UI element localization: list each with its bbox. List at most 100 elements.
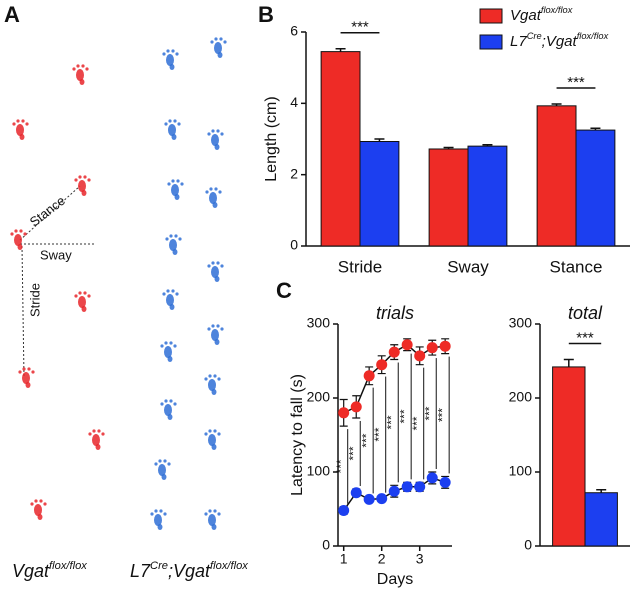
footprint [204, 377, 208, 381]
footprint [174, 234, 178, 238]
error-bar [551, 103, 562, 106]
y-tick-label: 0 [322, 537, 330, 553]
footprint [154, 462, 158, 466]
footprint [171, 49, 175, 53]
y-tick-label: 300 [509, 315, 533, 331]
footprint [81, 190, 87, 196]
footprint [87, 294, 91, 298]
footprint [79, 79, 85, 85]
footprint [219, 37, 223, 41]
footprint [12, 122, 16, 126]
point [439, 476, 451, 488]
label: L7Cre;Vgatflox/flox [510, 31, 609, 50]
error-bar [335, 48, 346, 52]
footprint [216, 129, 220, 133]
footprint [204, 512, 208, 516]
superscript: Cre [150, 560, 168, 572]
x-tick-label: 1 [340, 551, 348, 567]
bar [428, 148, 469, 247]
error-bar [374, 138, 385, 142]
bar [584, 492, 618, 547]
significance-label: *** [422, 406, 436, 420]
footprint [208, 514, 216, 526]
footprint [176, 179, 180, 183]
superscript: flox/flox [577, 31, 609, 41]
footprint [95, 444, 101, 450]
label: Vgatflox/flox [12, 560, 87, 581]
footprint [204, 432, 208, 436]
point [363, 370, 375, 382]
footprint [175, 292, 179, 296]
bar [359, 140, 400, 247]
footprint [171, 184, 179, 196]
chart-title: trials [376, 303, 414, 323]
footprint [34, 504, 42, 516]
significance-label: *** [351, 19, 369, 36]
superscript: Cre [527, 31, 542, 41]
error-bar [482, 143, 493, 147]
y-tick-label: 100 [307, 463, 331, 479]
footprint [169, 234, 173, 238]
footprint [177, 122, 181, 126]
panel-label: C [276, 278, 292, 303]
point [426, 342, 438, 354]
label-part: L7 [130, 561, 151, 581]
error-bar [590, 127, 601, 131]
footprint [217, 432, 221, 436]
point [376, 493, 388, 505]
bar [320, 51, 361, 247]
label-part: L7 [510, 33, 527, 50]
footprint [78, 175, 82, 179]
footprint [76, 64, 80, 68]
bar [467, 145, 508, 247]
footprint [78, 180, 86, 192]
footprints [10, 37, 227, 530]
point [439, 340, 451, 352]
footprint [212, 202, 218, 208]
footprint [157, 524, 163, 530]
y-tick-label: 2 [290, 165, 298, 181]
footprint [169, 64, 175, 70]
footprint [214, 144, 220, 150]
footprint [164, 399, 168, 403]
footprint [27, 367, 31, 371]
footprint [217, 377, 221, 381]
footprint [92, 429, 96, 433]
y-tick-label: 200 [509, 389, 533, 405]
point [388, 346, 400, 358]
bar [575, 129, 616, 247]
error-bar [443, 146, 454, 149]
x-tick-label: Stride [338, 257, 382, 276]
footprint [31, 370, 35, 374]
footprint [160, 402, 164, 406]
footprint [74, 294, 78, 298]
footprint [150, 512, 154, 516]
footprint [168, 119, 172, 123]
footprint [87, 178, 91, 182]
point [401, 481, 413, 493]
legend-swatch [479, 34, 503, 50]
footprint [211, 389, 217, 395]
footprint [217, 52, 223, 58]
footprint [22, 367, 26, 371]
footprint [159, 509, 163, 513]
footprint [22, 372, 30, 384]
footprint [158, 459, 162, 463]
footprint [25, 122, 29, 126]
stance-line [19, 185, 81, 241]
panel-label: A [4, 2, 20, 27]
footprint [162, 52, 166, 56]
footprint [166, 54, 174, 66]
significance-label: *** [397, 409, 411, 423]
bar [536, 105, 577, 247]
x-tick-label: 2 [378, 551, 386, 567]
footprint [169, 239, 177, 251]
footprint [207, 327, 211, 331]
footprint [173, 344, 177, 348]
y-tick-label: 300 [307, 315, 331, 331]
label-part: Vgat [510, 7, 542, 24]
significance-label: *** [346, 446, 360, 460]
footprint [16, 124, 24, 136]
footprint [167, 182, 171, 186]
footprint [167, 414, 173, 420]
